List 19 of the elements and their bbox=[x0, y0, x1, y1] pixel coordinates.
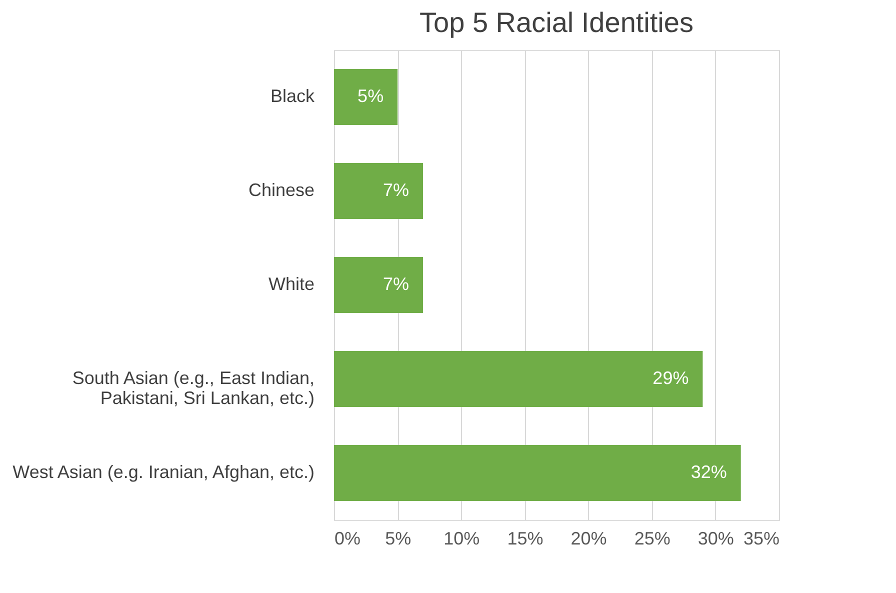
x-tick-label: 15% bbox=[507, 528, 544, 548]
x-tick-label: 30% bbox=[698, 528, 734, 548]
x-tick-label: 35% bbox=[743, 528, 780, 548]
x-tick-label: 5% bbox=[385, 528, 412, 548]
data-label: 29% bbox=[652, 368, 689, 388]
y-tick-label: West Asian (e.g. Iranian, Afghan, etc.) bbox=[12, 462, 314, 482]
x-tick-label: 20% bbox=[570, 528, 607, 548]
data-label: 5% bbox=[358, 86, 384, 106]
data-label: 7% bbox=[382, 180, 409, 200]
x-tick-label: 10% bbox=[444, 528, 480, 548]
chart-title: Top 5 Racial Identities bbox=[420, 7, 694, 38]
y-tick-label: Chinese bbox=[248, 180, 314, 200]
y-tick-label: Black bbox=[270, 86, 316, 106]
data-label: 7% bbox=[382, 274, 409, 294]
x-tick-label: 25% bbox=[634, 528, 670, 548]
data-label: 32% bbox=[690, 462, 727, 482]
y-tick-label: White bbox=[268, 274, 314, 294]
y-tick-label: South Asian (e.g., East Indian, Pakistani, Sri Lankan, etc.) bbox=[72, 368, 314, 408]
x-tick-label: 0% bbox=[334, 528, 361, 548]
